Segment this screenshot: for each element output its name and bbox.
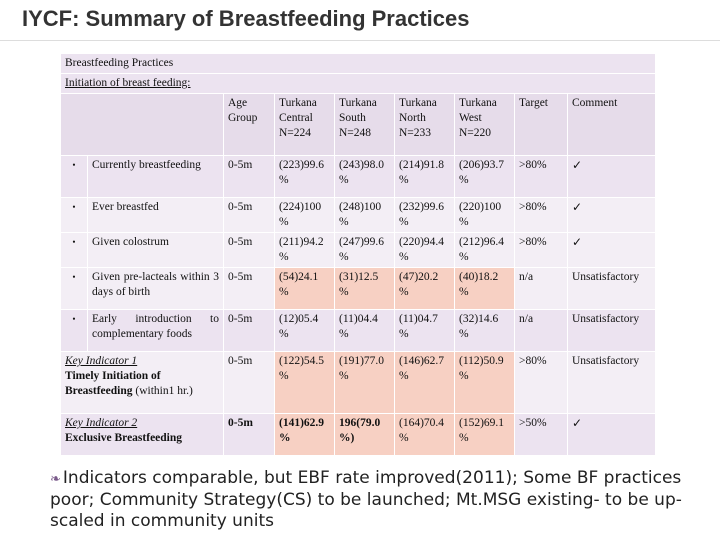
- breastfeeding-practices-table: Breastfeeding Practices Initiation of br…: [59, 53, 657, 456]
- check-icon: ✓: [566, 197, 657, 233]
- row-bullet: •: [60, 267, 88, 310]
- row-north: (146)62.7 %: [394, 351, 455, 414]
- table-row: • Given colostrum 0-5m (211)94.2 % (247)…: [60, 232, 657, 268]
- check-icon: ✓: [566, 155, 657, 198]
- row-south: (243)98.0 %: [334, 155, 395, 198]
- row-target: >80%: [514, 232, 568, 268]
- row-target: >50%: [514, 413, 568, 456]
- header-turkana-central: Turkana Central N=224: [274, 93, 335, 156]
- key-indicator-2-cell: Key Indicator 2 Exclusive Breastfeeding: [60, 413, 224, 456]
- key-indicator-2-label: Exclusive Breastfeeding: [65, 432, 183, 444]
- row-west: (40)18.2 %: [454, 267, 515, 310]
- row-north: (164)70.4 %: [394, 413, 455, 456]
- row-south: (31)12.5 %: [334, 267, 395, 310]
- row-central: (141)62.9 %: [274, 413, 335, 456]
- summary-note: ❧ Indicators comparable, but EBF rate imp…: [50, 468, 710, 532]
- row-central: (211)94.2 %: [274, 232, 335, 268]
- row-central: (122)54.5 %: [274, 351, 335, 414]
- table-row: • Early introduction to complementary fo…: [60, 309, 657, 352]
- row-age: 0-5m: [223, 413, 275, 456]
- section-title: Breastfeeding Practices: [59, 53, 657, 74]
- row-north: (11)04.7 %: [394, 309, 455, 352]
- row-age: 0-5m: [223, 155, 275, 198]
- row-comment: Unsatisfactory: [566, 267, 657, 310]
- header-turkana-south: Turkana South N=248: [334, 93, 395, 156]
- row-target: n/a: [514, 309, 568, 352]
- header-age-group: Age Group: [223, 93, 275, 156]
- row-label: Currently breastfeeding: [87, 155, 224, 198]
- key-indicator-1-title: Key Indicator 1: [65, 355, 138, 367]
- row-south: 196(79.0 %): [334, 413, 395, 456]
- row-central: (224)100 %: [274, 197, 335, 233]
- row-comment: Unsatisfactory: [566, 309, 657, 352]
- section-subtitle: Initiation of breast feeding:: [65, 77, 191, 89]
- row-central: (223)99.6 %: [274, 155, 335, 198]
- row-age: 0-5m: [223, 267, 275, 310]
- row-target: >80%: [514, 197, 568, 233]
- row-target: >80%: [514, 155, 568, 198]
- page-title: IYCF: Summary of Breastfeeding Practices: [22, 6, 470, 31]
- row-label: Ever breastfed: [87, 197, 224, 233]
- check-icon: ✓: [566, 232, 657, 268]
- row-north: (232)99.6 %: [394, 197, 455, 233]
- row-west: (212)96.4 %: [454, 232, 515, 268]
- row-north: (214)91.8 %: [394, 155, 455, 198]
- title-divider: [0, 40, 720, 41]
- row-bullet: •: [60, 309, 88, 352]
- row-west: (152)69.1 %: [454, 413, 515, 456]
- header-comment: Comment: [566, 93, 657, 156]
- leaf-bullet-icon: ❧: [50, 472, 61, 487]
- row-age: 0-5m: [223, 351, 275, 414]
- row-west: (206)93.7 %: [454, 155, 515, 198]
- row-bullet: •: [60, 155, 88, 198]
- row-south: (11)04.4 %: [334, 309, 395, 352]
- key-indicator-1-cell: Key Indicator 1 Timely Initiation of Bre…: [60, 351, 224, 414]
- table-row: Key Indicator 2 Exclusive Breastfeeding …: [60, 413, 657, 456]
- row-age: 0-5m: [223, 197, 275, 233]
- row-age: 0-5m: [223, 232, 275, 268]
- table-row: • Ever breastfed 0-5m (224)100 % (248)10…: [60, 197, 657, 233]
- row-west: (32)14.6 %: [454, 309, 515, 352]
- row-south: (247)99.6 %: [334, 232, 395, 268]
- row-north: (220)94.4 %: [394, 232, 455, 268]
- row-comment: Unsatisfactory: [566, 351, 657, 414]
- row-central: (54)24.1 %: [274, 267, 335, 310]
- row-west: (220)100 %: [454, 197, 515, 233]
- row-bullet: •: [60, 197, 88, 233]
- table-row: • Currently breastfeeding 0-5m (223)99.6…: [60, 155, 657, 198]
- row-west: (112)50.9 %: [454, 351, 515, 414]
- key-indicator-1-note: (within1 hr.): [132, 385, 193, 397]
- row-target: >80%: [514, 351, 568, 414]
- row-north: (47)20.2 %: [394, 267, 455, 310]
- header-blank-cell: [60, 93, 224, 156]
- key-indicator-1-label: Timely Initiation of Breastfeeding: [65, 370, 161, 397]
- row-bullet: •: [60, 232, 88, 268]
- header-target: Target: [514, 93, 568, 156]
- key-indicator-2-title: Key Indicator 2: [65, 417, 138, 429]
- summary-text: Indicators comparable, but EBF rate impr…: [50, 468, 682, 531]
- row-target: n/a: [514, 267, 568, 310]
- row-south: (191)77.0 %: [334, 351, 395, 414]
- row-central: (12)05.4 %: [274, 309, 335, 352]
- table-row: • Given pre-lacteals within 3 days of bi…: [60, 267, 657, 310]
- table-row: Key Indicator 1 Timely Initiation of Bre…: [60, 351, 657, 414]
- check-icon: ✓: [566, 413, 657, 456]
- section-title-row: Breastfeeding Practices: [59, 53, 657, 74]
- row-label: Early introduction to complementary food…: [87, 309, 224, 352]
- header-row: Age Group Turkana Central N=224 Turkana …: [60, 93, 657, 156]
- section-subtitle-row: Initiation of breast feeding:: [59, 73, 657, 94]
- row-label: Given colostrum: [87, 232, 224, 268]
- header-turkana-north: Turkana North N=233: [394, 93, 455, 156]
- row-label: Given pre-lacteals within 3 days of birt…: [87, 267, 224, 310]
- header-turkana-west: Turkana West N=220: [454, 93, 515, 156]
- row-age: 0-5m: [223, 309, 275, 352]
- row-south: (248)100 %: [334, 197, 395, 233]
